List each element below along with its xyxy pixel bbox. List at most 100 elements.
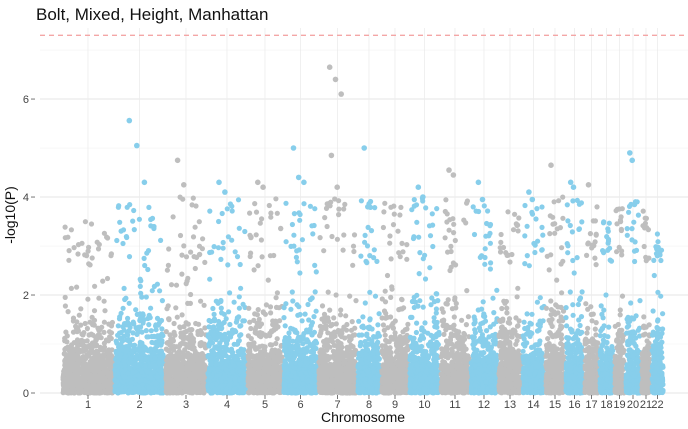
data-point — [62, 224, 68, 230]
data-point — [157, 288, 163, 294]
data-point — [301, 201, 307, 207]
data-point — [78, 322, 84, 328]
data-point — [247, 351, 253, 357]
data-point — [227, 377, 233, 383]
data-point — [197, 331, 203, 337]
data-point — [101, 319, 107, 325]
top-data-point — [222, 189, 228, 195]
data-point — [166, 316, 172, 322]
data-point — [232, 249, 238, 255]
data-point — [246, 305, 252, 311]
data-point — [282, 358, 288, 364]
data-point — [146, 384, 152, 391]
data-point — [253, 365, 259, 371]
data-point — [258, 237, 264, 243]
data-point — [61, 383, 67, 389]
data-point — [68, 227, 74, 233]
data-point — [163, 388, 169, 394]
data-point — [196, 375, 202, 381]
data-point — [268, 214, 274, 220]
data-point — [305, 301, 311, 308]
data-point — [74, 284, 80, 290]
data-point — [270, 318, 276, 324]
data-point — [99, 354, 105, 360]
data-point — [137, 342, 143, 348]
data-point — [281, 347, 288, 353]
data-point — [124, 337, 130, 343]
data-point — [207, 276, 213, 282]
data-point — [231, 299, 237, 305]
data-point — [82, 252, 88, 258]
data-point — [278, 225, 284, 231]
data-point — [200, 236, 206, 242]
data-point — [260, 309, 266, 315]
data-point — [303, 359, 309, 366]
data-point — [187, 389, 193, 395]
data-point — [129, 336, 135, 342]
data-point — [307, 297, 313, 303]
data-point — [164, 357, 170, 363]
data-point — [256, 344, 263, 350]
data-point — [133, 307, 139, 313]
data-point — [113, 372, 119, 378]
data-point — [258, 334, 264, 340]
data-point — [137, 316, 143, 322]
data-point — [165, 303, 171, 309]
data-point — [87, 262, 93, 268]
data-point — [273, 196, 279, 202]
data-point — [281, 315, 287, 321]
data-point — [297, 311, 303, 318]
data-point — [179, 271, 185, 277]
data-point — [114, 237, 120, 244]
data-point — [116, 203, 122, 209]
data-point — [214, 366, 220, 372]
data-point — [267, 304, 274, 310]
data-point — [273, 340, 279, 347]
top-data-point — [254, 179, 261, 186]
data-point — [252, 330, 258, 336]
data-point — [245, 362, 251, 368]
data-point — [294, 330, 300, 336]
data-point — [157, 389, 163, 395]
data-point — [89, 377, 95, 383]
data-point — [210, 305, 216, 312]
data-point — [145, 348, 151, 354]
data-point — [313, 308, 319, 314]
data-point — [149, 333, 155, 340]
data-point — [255, 307, 261, 313]
data-point — [283, 239, 289, 245]
data-point — [237, 333, 243, 339]
data-point — [268, 310, 274, 316]
data-point — [86, 383, 92, 389]
data-point — [192, 265, 198, 272]
data-point — [61, 388, 67, 394]
data-point — [282, 323, 288, 329]
data-point — [142, 262, 148, 269]
data-point — [194, 367, 200, 373]
data-point — [215, 245, 222, 251]
data-point — [137, 283, 143, 289]
data-point — [74, 329, 80, 335]
data-point — [70, 315, 77, 321]
data-point — [114, 359, 121, 365]
data-point — [168, 351, 174, 357]
top-data-point — [134, 142, 140, 149]
data-point — [214, 360, 221, 367]
data-point — [251, 388, 257, 394]
data-point — [257, 350, 264, 356]
data-point — [149, 215, 156, 221]
data-point — [291, 232, 297, 238]
data-point — [84, 325, 90, 332]
top-data-point — [295, 174, 302, 181]
data-point — [165, 262, 171, 268]
data-point — [248, 325, 254, 332]
data-point — [308, 387, 314, 393]
data-points — [60, 64, 666, 396]
data-point — [310, 380, 316, 386]
data-point — [255, 263, 261, 269]
data-point — [105, 235, 111, 241]
data-point — [274, 290, 280, 296]
data-point — [259, 216, 265, 222]
data-point — [130, 218, 136, 224]
top-data-point — [290, 145, 297, 151]
